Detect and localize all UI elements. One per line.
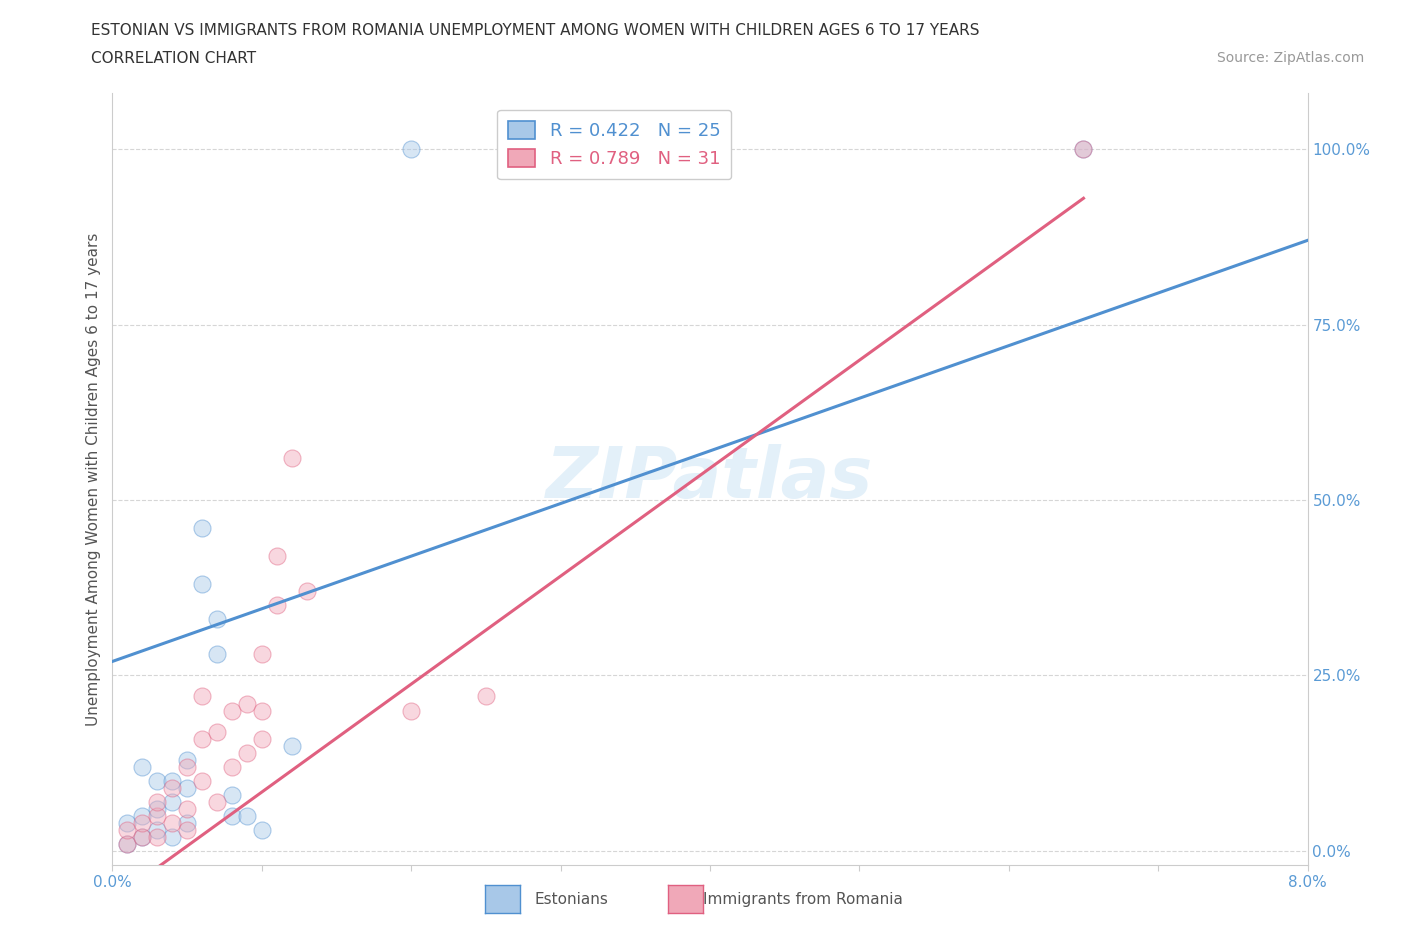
Point xyxy=(162,773,183,788)
Point xyxy=(236,745,259,760)
Point xyxy=(221,703,243,718)
Point xyxy=(176,816,198,830)
Point xyxy=(236,696,259,711)
Point xyxy=(205,612,228,627)
Point xyxy=(162,830,183,844)
Text: CORRELATION CHART: CORRELATION CHART xyxy=(91,51,256,66)
Point xyxy=(117,836,139,851)
Point xyxy=(162,794,183,809)
Point xyxy=(205,794,228,809)
Point xyxy=(117,822,139,837)
Text: Immigrants from Romania: Immigrants from Romania xyxy=(703,892,903,907)
Point xyxy=(281,738,304,753)
Point xyxy=(401,141,423,156)
Point xyxy=(176,752,198,767)
Point xyxy=(191,689,214,704)
Point xyxy=(205,724,228,739)
Point xyxy=(131,759,153,774)
Point xyxy=(401,703,423,718)
Point xyxy=(295,584,318,599)
Point xyxy=(221,759,243,774)
Point xyxy=(191,577,214,591)
Point xyxy=(266,598,288,613)
Text: Source: ZipAtlas.com: Source: ZipAtlas.com xyxy=(1216,51,1364,65)
Point xyxy=(205,647,228,662)
Point xyxy=(250,731,273,746)
Point xyxy=(146,773,169,788)
Point xyxy=(131,830,153,844)
Text: ZIPatlas: ZIPatlas xyxy=(547,445,873,513)
Point xyxy=(250,822,273,837)
Text: ESTONIAN VS IMMIGRANTS FROM ROMANIA UNEMPLOYMENT AMONG WOMEN WITH CHILDREN AGES : ESTONIAN VS IMMIGRANTS FROM ROMANIA UNEM… xyxy=(91,23,980,38)
Point xyxy=(162,816,183,830)
Point xyxy=(117,836,139,851)
Point xyxy=(250,703,273,718)
Point xyxy=(1073,141,1095,156)
Legend: R = 0.422   N = 25, R = 0.789   N = 31: R = 0.422 N = 25, R = 0.789 N = 31 xyxy=(498,110,731,179)
Point xyxy=(191,521,214,536)
Point xyxy=(131,808,153,823)
Point xyxy=(146,794,169,809)
Point xyxy=(176,802,198,817)
Point xyxy=(176,822,198,837)
Point xyxy=(266,549,288,564)
Point xyxy=(131,816,153,830)
Text: Estonians: Estonians xyxy=(534,892,609,907)
Point xyxy=(281,450,304,465)
Point xyxy=(191,773,214,788)
Point xyxy=(146,802,169,817)
Point xyxy=(475,689,498,704)
Point xyxy=(146,808,169,823)
Point xyxy=(146,822,169,837)
Point xyxy=(131,830,153,844)
Point xyxy=(162,780,183,795)
Point xyxy=(250,647,273,662)
Point xyxy=(1073,141,1095,156)
Point xyxy=(176,759,198,774)
Point xyxy=(221,788,243,803)
Point xyxy=(221,808,243,823)
Point xyxy=(176,780,198,795)
Point xyxy=(191,731,214,746)
Point xyxy=(236,808,259,823)
Point xyxy=(117,816,139,830)
Point xyxy=(146,830,169,844)
Y-axis label: Unemployment Among Women with Children Ages 6 to 17 years: Unemployment Among Women with Children A… xyxy=(86,232,101,725)
